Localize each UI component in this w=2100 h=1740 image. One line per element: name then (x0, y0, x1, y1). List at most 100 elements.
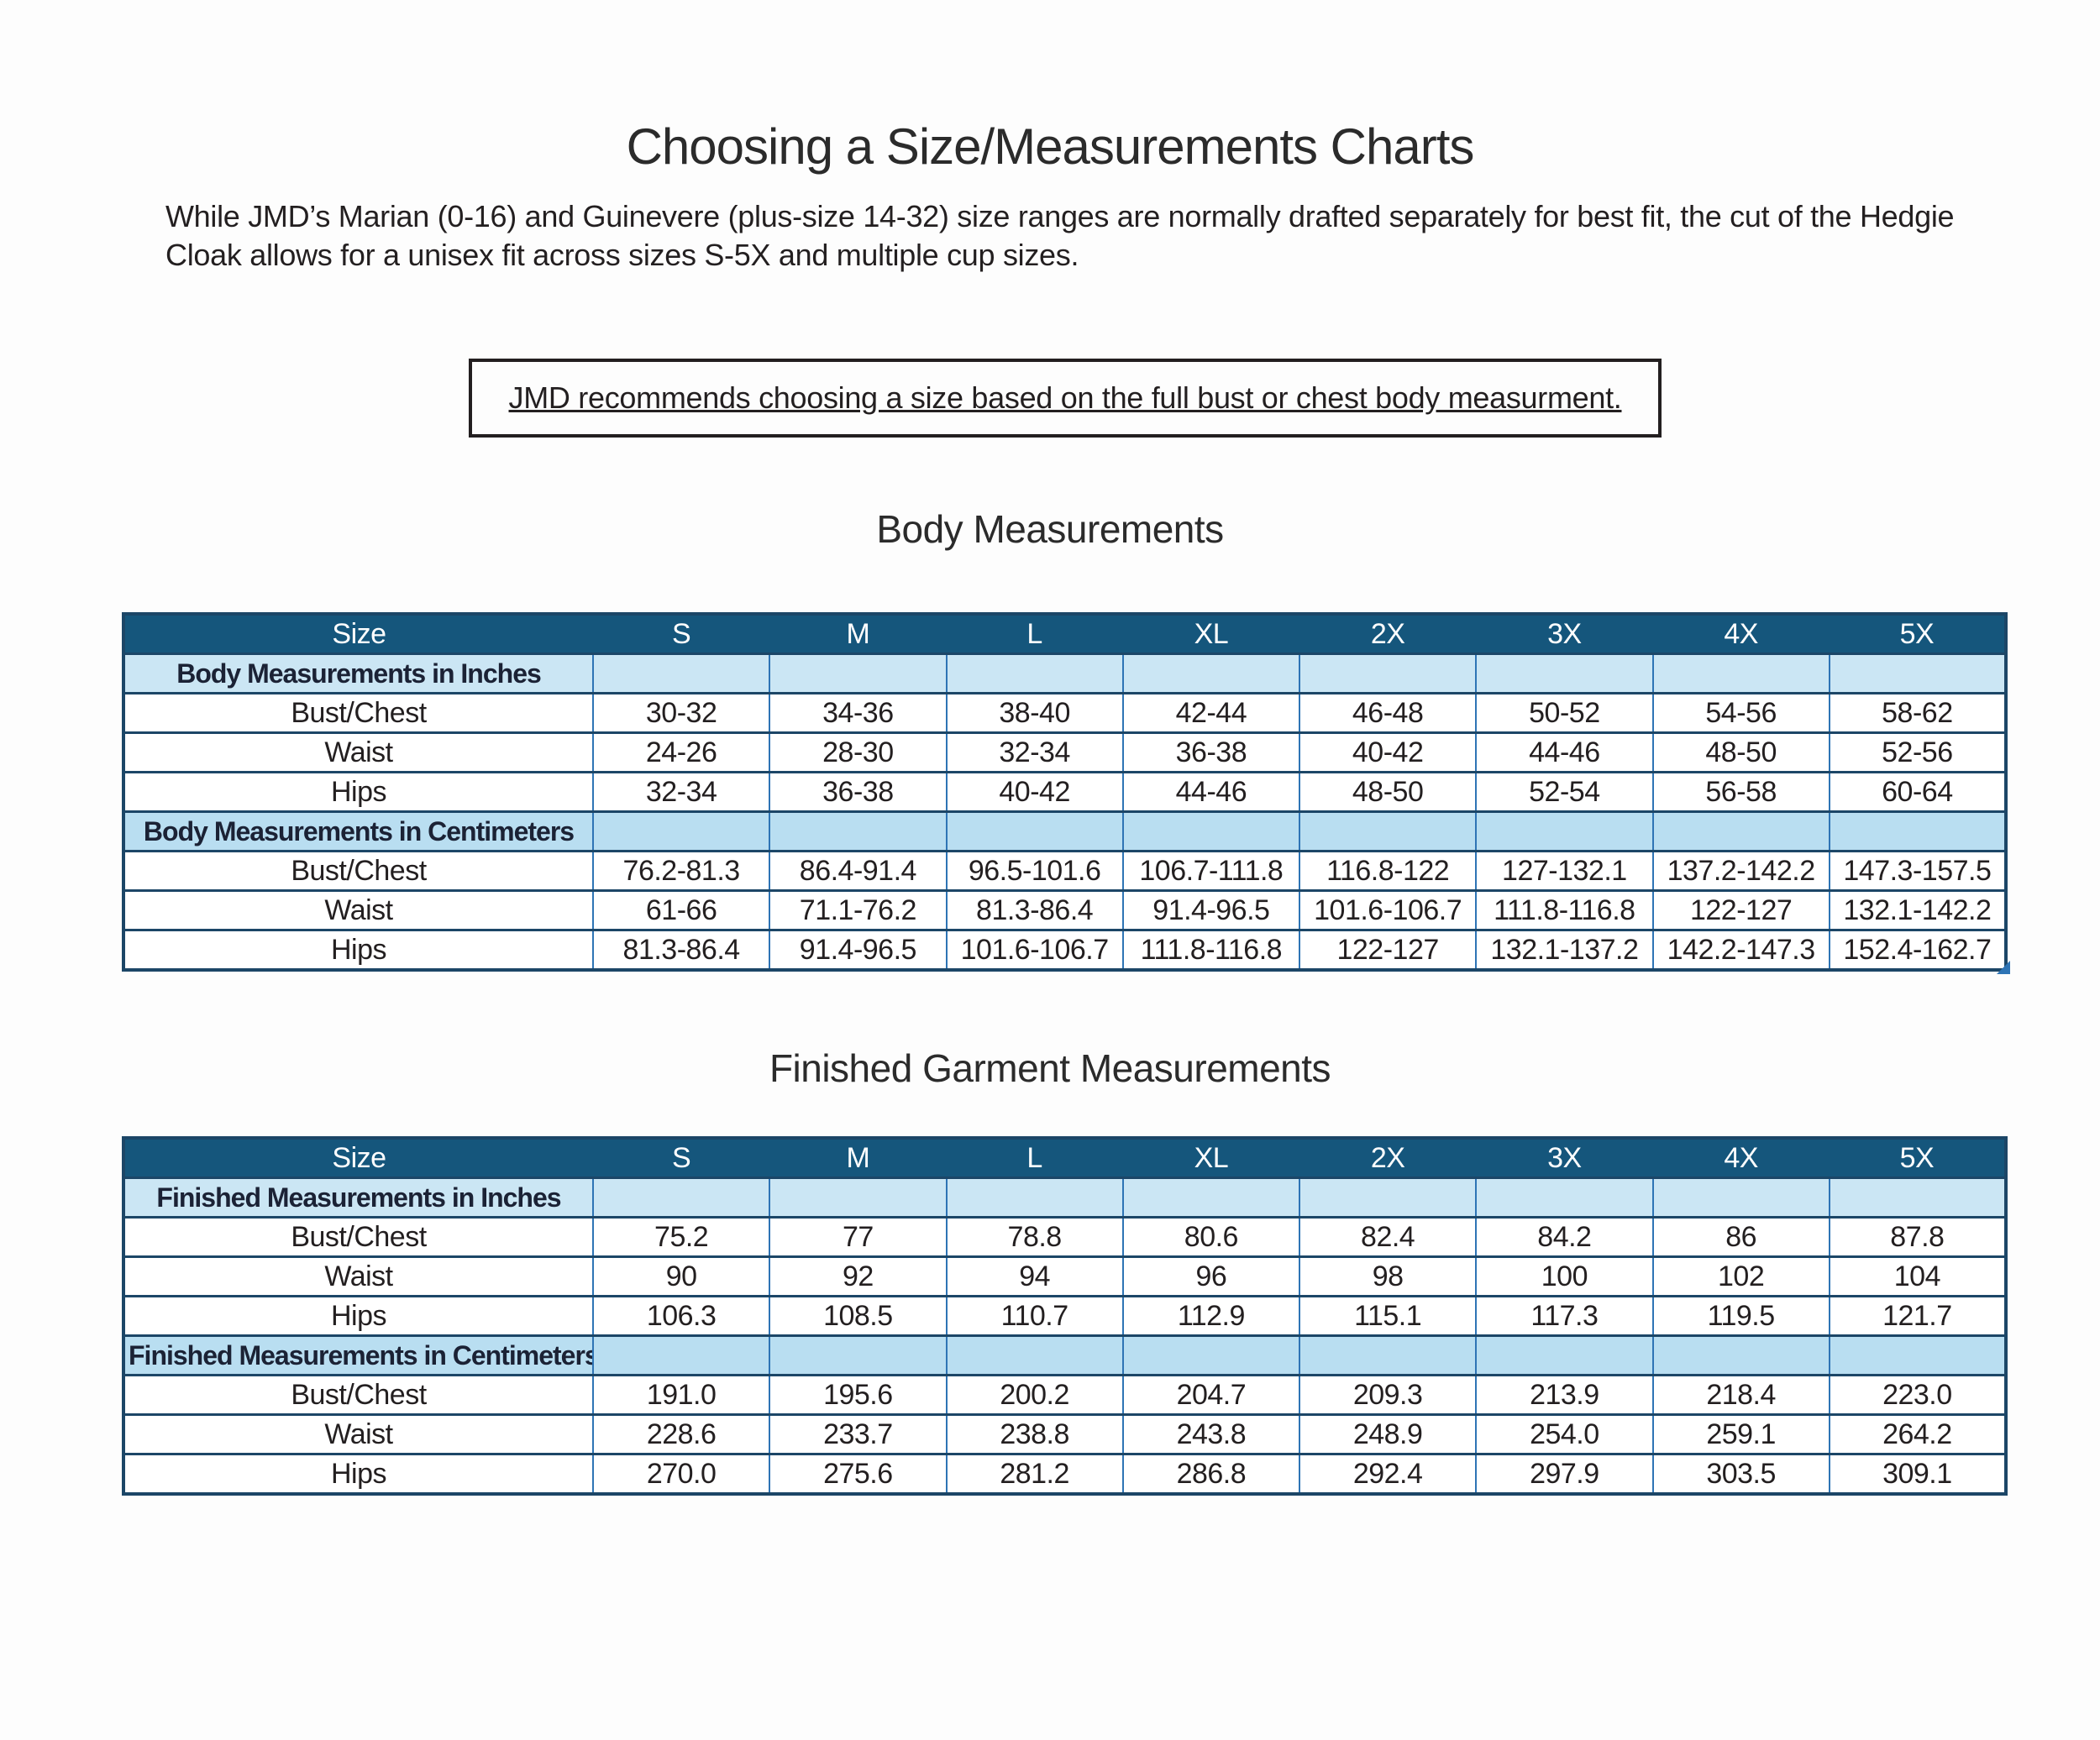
section-empty-cell (1828, 652, 2006, 694)
page-title: Choosing a Size/Measurements Charts (626, 118, 1475, 175)
intro-text: While JMD’s Marian (0-16) and Guinevere … (165, 199, 1955, 272)
value-cell: 191.0 (591, 1374, 770, 1415)
value-cell: 77 (769, 1216, 947, 1257)
finished-measurements-table: Size S M L XL 2X 3X 4X 5X Finished Measurements i… (122, 1136, 2008, 1496)
section-empty-cell (1298, 1177, 1477, 1218)
row-label: Hips (123, 771, 593, 812)
value-cell: 44-46 (1121, 771, 1299, 812)
value-cell: 86 (1651, 1216, 1830, 1257)
value-cell: 87.8 (1828, 1216, 2006, 1257)
column-header-size: Size (123, 614, 593, 654)
value-cell: 81.3-86.4 (591, 929, 770, 970)
column-header-m: M (769, 614, 947, 654)
section-empty-cell (945, 1334, 1123, 1376)
value-cell: 137.2-142.2 (1651, 850, 1830, 891)
column-header-2x: 2X (1299, 614, 1477, 654)
value-cell: 303.5 (1651, 1453, 1830, 1494)
value-cell: 52-56 (1828, 731, 2006, 773)
column-header-m: M (769, 1138, 947, 1178)
value-cell: 200.2 (945, 1374, 1123, 1415)
value-cell: 292.4 (1298, 1453, 1477, 1494)
value-cell: 90 (591, 1255, 770, 1297)
value-cell: 48-50 (1651, 731, 1830, 773)
table-header-row: Size S M L XL 2X 3X 4X 5X (123, 1138, 2006, 1178)
value-cell: 28-30 (769, 731, 947, 773)
body-measurements-heading: Body Measurements (876, 507, 1224, 551)
finished-measurements-table-wrap: Size S M L XL 2X 3X 4X 5X Finished Measurements i… (122, 1136, 2008, 1496)
value-cell: 106.7-111.8 (1121, 850, 1299, 891)
table-header-row: Size S M L XL 2X 3X 4X 5X (123, 614, 2006, 654)
value-cell: 243.8 (1121, 1413, 1299, 1454)
value-cell: 116.8-122 (1298, 850, 1477, 891)
section-label: Finished Measurements in Inches (123, 1177, 593, 1218)
section-empty-cell (1475, 1334, 1653, 1376)
value-cell: 96.5-101.6 (945, 850, 1123, 891)
measurement-row: Hips 270.0 275.6 281.2 286.8 292.4 297.9 303.5 3… (123, 1453, 2006, 1494)
value-cell: 104 (1828, 1255, 2006, 1297)
value-cell: 119.5 (1651, 1295, 1830, 1336)
section-empty-cell (1121, 810, 1299, 852)
value-cell: 54-56 (1651, 692, 1830, 733)
measurement-row: Waist 24-26 28-30 32-34 36-38 40-42 44-46 48-50… (123, 731, 2006, 773)
section-empty-cell (1121, 652, 1299, 694)
value-cell: 75.2 (591, 1216, 770, 1257)
section-empty-cell (1121, 1177, 1299, 1218)
section-empty-cell (1828, 810, 2006, 852)
section-empty-cell (769, 652, 947, 694)
value-cell: 152.4-162.7 (1828, 929, 2006, 970)
value-cell: 270.0 (591, 1453, 770, 1494)
value-cell: 101.6-106.7 (945, 929, 1123, 970)
value-cell: 132.1-142.2 (1828, 889, 2006, 930)
measurement-row: Hips 81.3-86.4 91.4-96.5 101.6-106.7 111.8-1… (123, 929, 2006, 970)
value-cell: 297.9 (1475, 1453, 1653, 1494)
value-cell: 264.2 (1828, 1413, 2006, 1454)
value-cell: 98 (1298, 1255, 1477, 1297)
value-cell: 281.2 (945, 1453, 1123, 1494)
column-header-5x: 5X (1829, 1138, 2006, 1178)
value-cell: 81.3-86.4 (945, 889, 1123, 930)
value-cell: 223.0 (1828, 1374, 2006, 1415)
section-empty-cell (591, 1177, 770, 1218)
value-cell: 24-26 (591, 731, 770, 773)
row-label: Waist (123, 889, 593, 930)
row-label: Waist (123, 1413, 593, 1454)
value-cell: 233.7 (769, 1413, 947, 1454)
value-cell: 78.8 (945, 1216, 1123, 1257)
row-label: Bust/Chest (123, 850, 593, 891)
value-cell: 30-32 (591, 692, 770, 733)
value-cell: 94 (945, 1255, 1123, 1297)
value-cell: 115.1 (1298, 1295, 1477, 1336)
value-cell: 122-127 (1298, 929, 1477, 970)
value-cell: 42-44 (1121, 692, 1299, 733)
section-empty-cell (1475, 652, 1653, 694)
column-header-s: S (593, 1138, 770, 1178)
section-empty-cell (1121, 1334, 1299, 1376)
value-cell: 259.1 (1651, 1413, 1830, 1454)
value-cell: 56-58 (1651, 771, 1830, 812)
value-cell: 82.4 (1298, 1216, 1477, 1257)
value-cell: 32-34 (591, 771, 770, 812)
value-cell: 228.6 (591, 1413, 770, 1454)
section-empty-cell (945, 810, 1123, 852)
value-cell: 117.3 (1475, 1295, 1653, 1336)
value-cell: 52-54 (1475, 771, 1653, 812)
measurement-row: Hips 32-34 36-38 40-42 44-46 48-50 52-54 56-58 6… (123, 771, 2006, 812)
value-cell: 122-127 (1651, 889, 1830, 930)
row-label: Waist (123, 731, 593, 773)
section-empty-cell (1651, 1177, 1830, 1218)
column-header-xl: XL (1122, 1138, 1299, 1178)
value-cell: 80.6 (1121, 1216, 1299, 1257)
value-cell: 218.4 (1651, 1374, 1830, 1415)
section-empty-cell (1828, 1334, 2006, 1376)
value-cell: 102 (1651, 1255, 1830, 1297)
column-header-5x: 5X (1829, 614, 2006, 654)
section-empty-cell (1298, 652, 1477, 694)
body-measurements-table-wrap: Size S M L XL 2X 3X 4X 5X Body Measurements in In… (122, 612, 2010, 974)
section-empty-cell (1828, 1177, 2006, 1218)
value-cell: 110.7 (945, 1295, 1123, 1336)
value-cell: 238.8 (945, 1413, 1123, 1454)
value-cell: 204.7 (1121, 1374, 1299, 1415)
value-cell: 86.4-91.4 (769, 850, 947, 891)
value-cell: 248.9 (1298, 1413, 1477, 1454)
value-cell: 309.1 (1828, 1453, 2006, 1494)
